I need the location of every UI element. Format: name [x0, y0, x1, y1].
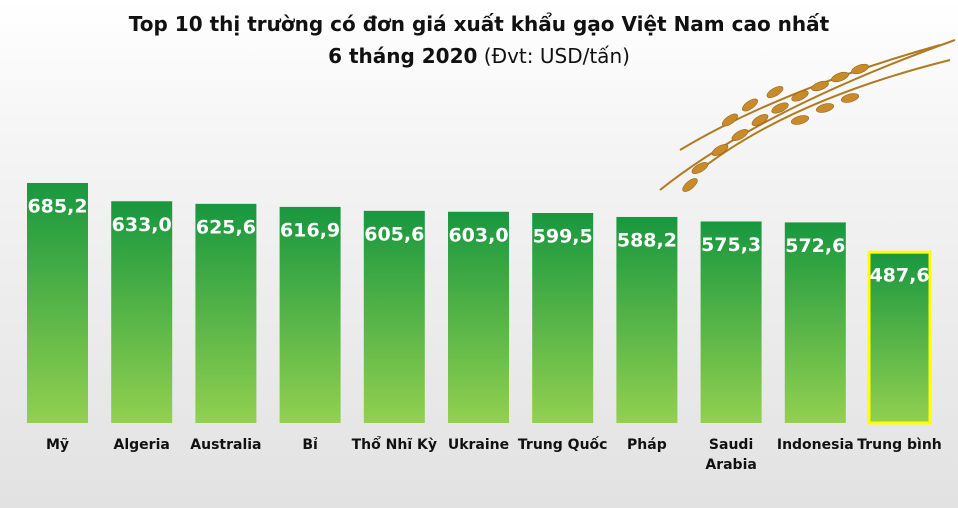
x-tick-label: Algeria: [113, 437, 170, 453]
value-label: 685,2: [27, 195, 87, 217]
bar: [195, 203, 257, 423]
x-tick-label: Ukraine: [447, 437, 510, 453]
x-tick-label: Trung bình: [857, 437, 942, 453]
value-label: 599,5: [533, 225, 593, 247]
bar: [363, 210, 425, 423]
x-tick-label: Saudi Arabia: [705, 437, 757, 473]
bar: [448, 211, 509, 423]
x-tick-label: Indonesia: [776, 437, 854, 453]
x-tick-label: Mỹ: [45, 437, 70, 453]
x-tick-label: Pháp: [627, 437, 667, 453]
value-label: 616,9: [280, 219, 340, 241]
bar: [784, 222, 846, 423]
bar: [27, 182, 88, 423]
bar: [700, 221, 762, 423]
subtitle-line: 6 tháng 2020 (Đvt: USD/tấn): [0, 44, 958, 68]
bar: [867, 250, 932, 425]
value-label: 605,6: [364, 223, 424, 245]
unit: (Đvt: USD/tấn): [483, 44, 630, 68]
bar: [616, 216, 678, 423]
bar: [111, 201, 173, 423]
chart-title: Top 10 thị trường có đơn giá xuất khẩu g…: [128, 12, 830, 36]
value-label: 633,0: [112, 214, 172, 236]
value-label: 487,6: [869, 265, 929, 287]
value-label: 575,3: [701, 234, 761, 256]
value-label: 625,6: [196, 216, 256, 238]
x-tick-label: Thổ Nhĩ Kỳ: [351, 437, 437, 453]
value-label: 588,2: [617, 229, 677, 251]
x-tick-label: Australia: [190, 437, 262, 453]
value-label: 572,6: [785, 235, 845, 257]
x-tick-label: Bỉ: [302, 437, 318, 453]
value-label: 603,0: [448, 224, 508, 246]
x-tick-label: Trung Quốc: [517, 437, 608, 453]
chart-subtitle: 6 tháng 2020: [328, 44, 478, 68]
bar: [279, 206, 341, 423]
rice-decoration: [659, 39, 956, 192]
bar: [532, 212, 594, 423]
